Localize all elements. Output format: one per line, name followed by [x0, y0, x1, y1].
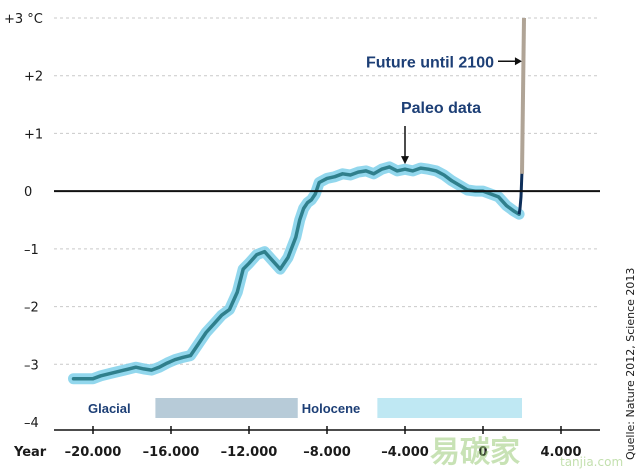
x-tick-label: 0: [478, 445, 487, 460]
paleo-glow-line: [68, 161, 525, 385]
y-tick-label: 0: [24, 185, 32, 200]
period-band: [377, 398, 522, 418]
watermark: 易碳家 tanjia.com: [430, 435, 623, 470]
y-tick-label: +2: [24, 70, 43, 85]
y-tick-label: –2: [24, 301, 39, 316]
axes: +3 °C +2 +1 0 –1 –2 –3 –4 –20.000 –16.000 –12.000 –…: [4, 12, 600, 460]
annotation-future: Future until 2100: [366, 54, 494, 71]
annotation-future-arrowhead: [514, 57, 522, 66]
annotation-paleo-arrowhead: [401, 156, 409, 165]
y-tick-label: –1: [24, 243, 39, 258]
y-tick-label: +3 °C: [4, 12, 43, 27]
period-bands: Glacial Holocene: [88, 398, 522, 418]
paleo-glow: [68, 161, 525, 385]
source-label: Quelle: Nature 2012, Science 2013: [624, 268, 637, 460]
watermark-subtext: tanjia.com: [560, 455, 623, 469]
y-tick-label: –3: [24, 358, 39, 373]
annotation-paleo: Paleo data: [401, 100, 481, 117]
x-tick-label: 4.000: [540, 445, 581, 460]
period-label: Holocene: [302, 401, 361, 416]
x-axis-label: Year: [13, 445, 47, 460]
series-line-paleo: [71, 165, 521, 381]
x-tick-label: –20.000: [65, 445, 122, 460]
x-tick-label: –16.000: [143, 445, 200, 460]
period-band: [155, 398, 298, 418]
x-tick-label: –4.000: [381, 445, 429, 460]
annotations: Future until 2100 Paleo data: [366, 54, 522, 165]
x-tick-label: –12.000: [221, 445, 278, 460]
x-tick-label: –8.000: [303, 445, 351, 460]
series-line-future: [520, 17, 526, 174]
period-label: Glacial: [88, 401, 131, 416]
series-lines: [71, 17, 526, 381]
y-tick-label: –4: [24, 416, 39, 431]
y-tick-label: +1: [24, 127, 43, 142]
watermark-text: 易碳家: [430, 435, 520, 470]
